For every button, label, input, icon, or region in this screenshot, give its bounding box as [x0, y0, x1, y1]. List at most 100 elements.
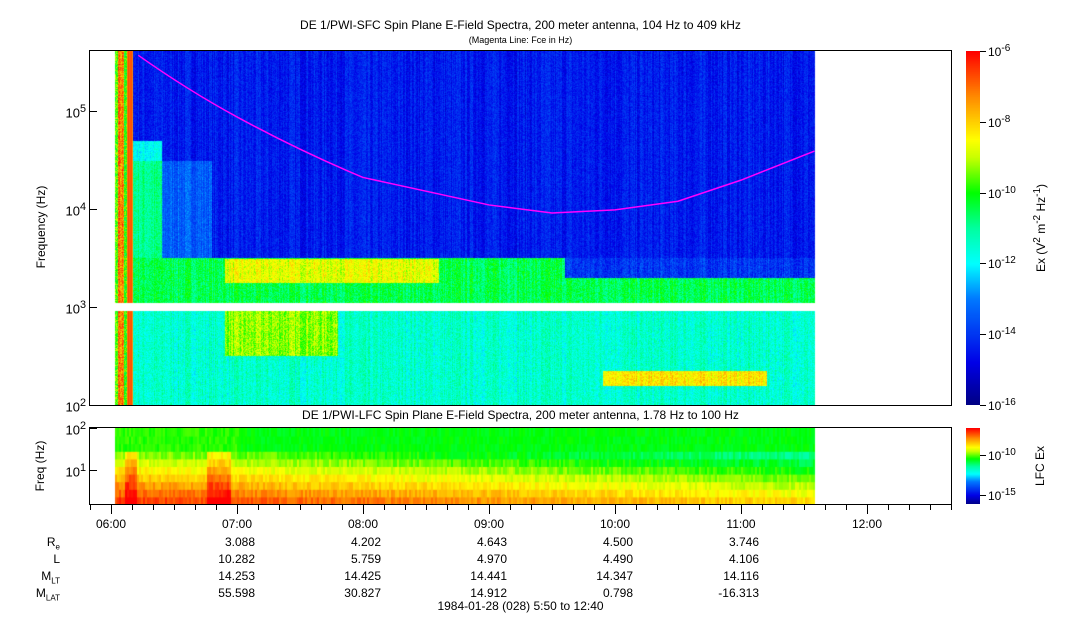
- lfc-spectrogram: [90, 428, 951, 504]
- colorbar-tick: [980, 334, 986, 336]
- top-y-tick-label: 104: [65, 201, 87, 219]
- x-tick: [720, 505, 721, 510]
- bottom-panel-frame: [89, 427, 952, 505]
- bottom-ylabel: Freq (Hz): [33, 440, 47, 492]
- colorbar-lfc-tick: [980, 495, 986, 496]
- top-panel-subtitle: (Magenta Line: Fce in Hz): [468, 35, 573, 45]
- x-tick-label: 11:00: [726, 517, 756, 531]
- ephemeris-value: 4.970: [476, 552, 507, 566]
- x-tick: [636, 505, 637, 510]
- x-tick: [132, 505, 133, 510]
- top-y-tick-label: 102: [65, 397, 87, 415]
- colorbar-tick-label: 10-16: [988, 397, 1016, 413]
- date-range-label: 1984-01-28 (028) 5:50 to 12:40: [437, 599, 604, 613]
- x-tick: [447, 505, 448, 510]
- x-tick: [258, 505, 259, 510]
- x-tick: [699, 505, 700, 510]
- x-tick: [867, 505, 868, 514]
- x-tick: [930, 505, 931, 510]
- colorbar-tick: [980, 51, 986, 52]
- x-tick: [384, 505, 385, 510]
- ephemeris-value: 30.827: [344, 586, 381, 600]
- ephemeris-value: 14.441: [470, 569, 507, 583]
- x-tick: [657, 505, 658, 510]
- x-tick: [909, 505, 910, 510]
- x-tick: [426, 505, 427, 510]
- colorbar-tick: [980, 121, 986, 123]
- colorbar-lfc: [966, 428, 980, 504]
- colorbar-lfc-tick-label: 10-15: [988, 487, 1016, 503]
- x-tick-label: 10:00: [599, 517, 631, 531]
- colorbar-tick: [980, 405, 986, 406]
- x-tick: [111, 505, 112, 514]
- x-tick: [195, 505, 196, 510]
- x-tick: [573, 505, 574, 510]
- x-tick: [678, 505, 679, 510]
- colorbar-tick-label: 10-14: [988, 326, 1016, 343]
- x-tick: [804, 505, 805, 510]
- colorbar-tick-label: 10-6: [988, 43, 1011, 59]
- top-y-tick-label: 103: [65, 299, 87, 317]
- x-tick: [321, 505, 322, 510]
- x-tick-label: 08:00: [347, 517, 379, 531]
- bottom-y-tick: [90, 428, 97, 429]
- x-tick: [363, 505, 364, 514]
- ephemeris-value: 4.643: [476, 535, 507, 549]
- x-tick: [552, 505, 553, 510]
- ephemeris-value: 5.759: [350, 552, 381, 566]
- x-tick: [846, 505, 847, 510]
- ephemeris-value: -16.313: [718, 586, 759, 600]
- x-tick-label: 07:00: [221, 517, 253, 531]
- ephemeris-value: 3.088: [224, 535, 255, 549]
- ephemeris-value: 3.746: [728, 535, 759, 549]
- top-y-tick: [90, 405, 97, 406]
- colorbar-tick: [980, 192, 986, 194]
- bottom-panel-title: DE 1/PWI-LFC Spin Plane E-Field Spectra,…: [302, 408, 739, 422]
- x-tick: [783, 505, 784, 510]
- x-tick: [741, 505, 742, 514]
- fce-line: [137, 54, 815, 214]
- ephemeris-label: MLAT: [35, 586, 60, 603]
- x-tick: [510, 505, 511, 510]
- ephemeris-label: Re: [46, 535, 60, 552]
- x-tick: [237, 505, 238, 514]
- sfc-spectrogram: [90, 51, 951, 405]
- colorbar-tick-label: 10-10: [988, 184, 1016, 201]
- x-tick: [405, 505, 406, 510]
- colorbar-lfc-label: LFC Ex: [1033, 446, 1047, 487]
- ephemeris-value: 4.490: [602, 552, 633, 566]
- x-tick: [216, 505, 217, 510]
- x-tick: [300, 505, 301, 510]
- x-tick: [489, 505, 490, 514]
- ephemeris-label: L: [53, 552, 60, 566]
- ephemeris-value: 55.598: [218, 586, 255, 600]
- x-tick: [174, 505, 175, 510]
- ephemeris-value: 0.798: [602, 586, 633, 600]
- x-tick: [615, 505, 616, 514]
- ephemeris-value: 14.253: [218, 569, 255, 583]
- top-y-tick-label: 105: [65, 103, 87, 121]
- fce-curve: [137, 54, 815, 214]
- top-panel-frame: [89, 50, 952, 406]
- bottom-y-tick-label: 101: [65, 462, 87, 480]
- colorbar-ex-label: Ex (V2 m-2 Hz-1): [1032, 183, 1048, 273]
- top-y-tick: [90, 111, 97, 112]
- x-tick: [279, 505, 280, 510]
- x-tick: [90, 505, 91, 510]
- x-tick: [468, 505, 469, 510]
- ephemeris-value: 14.912: [470, 586, 507, 600]
- top-y-tick: [90, 209, 97, 210]
- colorbar-ex: [966, 51, 980, 405]
- x-tick: [888, 505, 889, 510]
- x-tick: [342, 505, 343, 510]
- colorbar-tick-label: 10-12: [988, 255, 1016, 272]
- x-tick-label: 06:00: [95, 517, 127, 531]
- x-tick: [951, 505, 952, 510]
- top-y-tick: [90, 307, 97, 308]
- x-tick: [762, 505, 763, 510]
- ephemeris-value: 4.106: [728, 552, 759, 566]
- x-tick: [594, 505, 595, 510]
- ephemeris-label: MLT: [41, 569, 60, 586]
- ephemeris-value: 4.202: [350, 535, 381, 549]
- ephemeris-value: 4.500: [602, 535, 633, 549]
